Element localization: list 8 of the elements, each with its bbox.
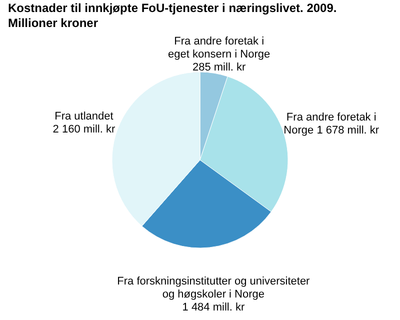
data-label: 2 160 mill. kr xyxy=(52,123,116,136)
slice-label: Fra andre foretak i eget konsern i Norge xyxy=(168,36,270,61)
slice-label: Fra andre foretak i Norge 1 678 mill. kr xyxy=(284,112,380,137)
data-label: 1 484 mill. kr xyxy=(182,301,245,314)
slice-label: Fra forskningsinstitutter og universiteter og høgskoler i Norge xyxy=(117,275,310,300)
slice-label: Fra utlandet xyxy=(54,110,114,122)
data-label: 285 mill. kr xyxy=(192,62,246,74)
chart-title: Kostnader til innkjøpte FoU-tjenester i næringslivet. 2009. Millioner kroner xyxy=(8,1,337,30)
